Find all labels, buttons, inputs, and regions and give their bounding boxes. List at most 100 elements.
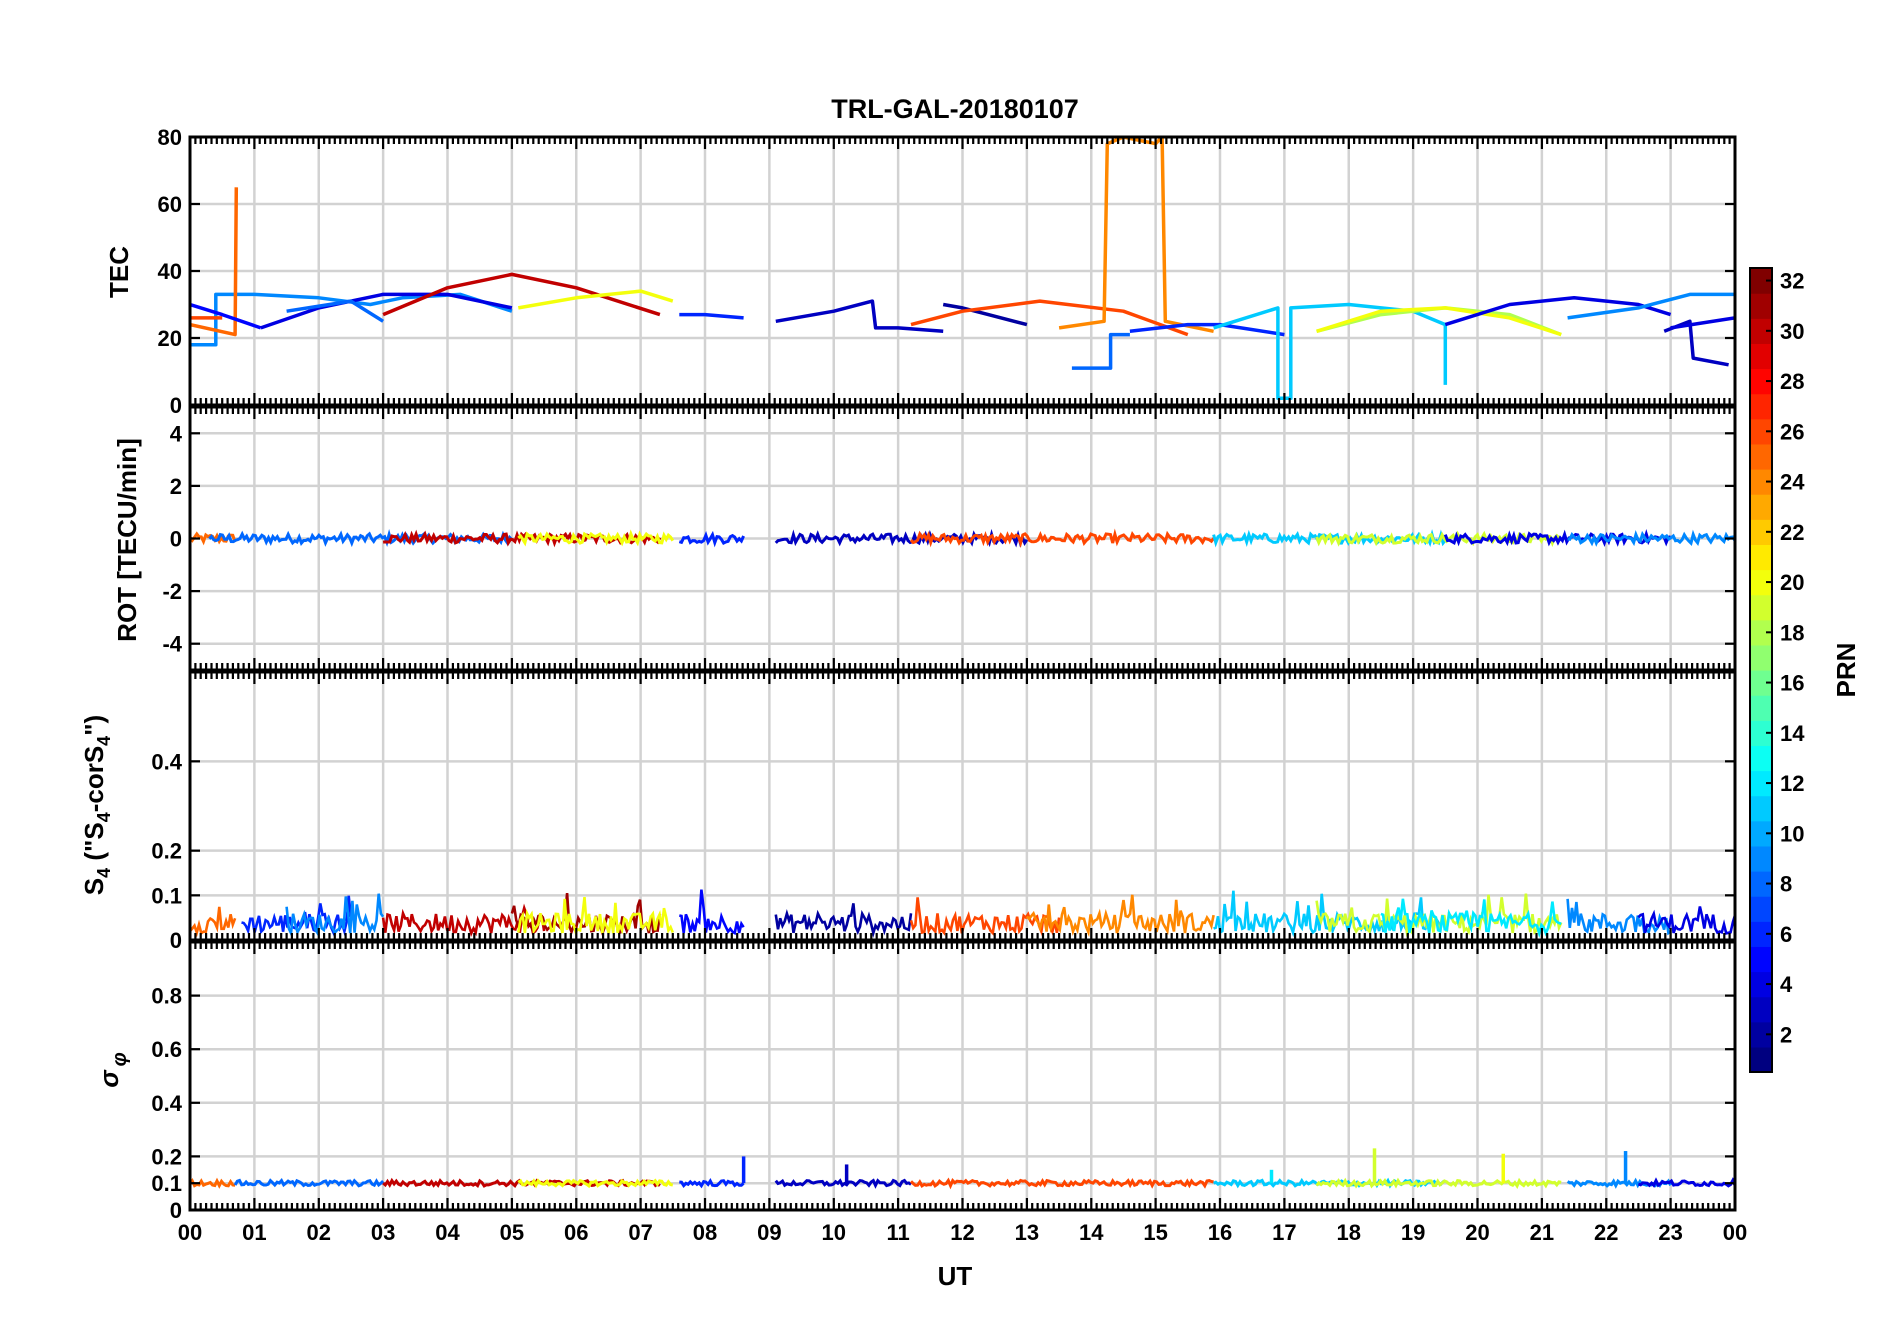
colorbar-swatch [1750,644,1772,671]
colorbar-frame [1749,267,1773,1073]
s4-trace-prn-4 [1637,906,1735,935]
colorbar-tick-label: 20 [1780,570,1804,595]
data-layer [190,1148,1735,1190]
sigma-phi-trace-prn-20 [517,1178,674,1189]
x-tick-label: 16 [1208,1220,1232,1245]
y-axis-label: ROT [TECU/min] [112,438,142,642]
colorbar-swatch [1750,745,1772,772]
x-tick-label: 09 [757,1220,781,1245]
colorbar-swatch [1750,971,1772,998]
x-tick-label: 01 [242,1220,266,1245]
colorbar-swatch [1750,544,1772,571]
y-tick-label: 4 [170,421,183,446]
colorbar-tick-label: 26 [1780,419,1804,444]
y-axis-label: TEC [104,246,134,298]
x-tick-label: 22 [1594,1220,1618,1245]
y-tick-label: 0.6 [151,1037,182,1062]
colorbar-swatch [1750,569,1772,596]
colorbar-tick-label: 2 [1780,1022,1792,1047]
x-tick-label: 00 [1723,1220,1747,1245]
colorbar-swatch [1750,1021,1772,1048]
colorbar-swatch [1750,896,1772,922]
y-tick-label: 80 [158,125,182,150]
panel-frame [188,940,1737,1212]
colorbar-swatch [1750,946,1772,973]
tec-series-prn-5 [190,302,262,330]
y-tick-label: 0.8 [151,984,182,1009]
x-tick-label: 07 [628,1220,652,1245]
tec-series-prn-8 [1071,332,1130,370]
colorbar-swatch [1750,695,1772,721]
colorbar-tick-label: 14 [1780,721,1805,746]
colorbar-tick-label: 32 [1780,269,1804,294]
x-tick-label: 14 [1079,1220,1104,1245]
chart-title: TRL-GAL-20180107 [831,94,1079,124]
colorbar-tick-label: 16 [1780,671,1804,696]
colorbar-tick-label: 18 [1780,620,1804,645]
y-tick-label: 0 [170,527,182,552]
tec-series-prn-4 [1670,316,1735,330]
colorbar-swatch [1750,770,1772,797]
colorbar-swatch [1750,1046,1772,1073]
y-tick-label: 0 [170,1198,182,1223]
colorbar-swatch [1750,996,1772,1023]
colorbar-tick-label: 30 [1780,319,1804,344]
rot-trace-prn-8 [208,528,513,548]
sigma-phi-trace-prn-4 [1637,1177,1735,1188]
y-tick-label: -2 [162,579,182,604]
y-axis-label: S4 ("S4-corS4") [79,715,114,895]
x-tick-label: 15 [1143,1220,1167,1245]
colorbar-tick-label: 12 [1780,771,1804,796]
colorbar-swatch [1750,845,1772,872]
colorbar-swatch [1750,720,1772,746]
colorbar-tick-label: 6 [1780,922,1792,947]
colorbar-swatch [1750,871,1772,897]
sigma-phi-trace-prn-3 [774,1178,912,1189]
y-axis-label: σφ [94,1052,131,1087]
y-tick-label: 2 [170,474,182,499]
tec-series-prn-6 [1129,322,1285,337]
x-tick-label: 18 [1337,1220,1361,1245]
sigma-phi-trace-prn-25 [190,1177,236,1189]
colorbar-swatch [1750,368,1772,395]
x-tick-label: 10 [822,1220,846,1245]
y-tick-label: 0.2 [151,1144,182,1169]
panel-frame [188,670,1737,942]
y-tick-label: 0.4 [151,1091,182,1116]
colorbar-tick-label: 28 [1780,369,1804,394]
tec-series-prn-24 [1058,137,1214,334]
s4-trace-prn-9 [1566,898,1672,936]
tec-series-prn-3 [775,299,944,334]
y-tick-label: 20 [158,326,182,351]
panel-frame [188,135,1737,407]
s4-trace-prn-20 [517,896,675,935]
rot-trace-prn-20 [517,529,675,547]
colorbar-swatch [1750,393,1772,420]
x-tick-label: 20 [1465,1220,1489,1245]
x-tick-label: 17 [1272,1220,1296,1245]
tec-series-prn-11 [1213,302,1448,401]
colorbar-tick-label: 8 [1780,872,1792,897]
s4-trace-prn-9 [285,893,385,938]
colorbar-swatch [1750,418,1772,445]
x-tick-label: 13 [1015,1220,1039,1245]
y-tick-label: -4 [162,632,182,657]
tec-series-prn-4 [260,292,513,330]
x-tick-label: 05 [500,1220,524,1245]
sigma-phi-trace-prn-6 [679,1178,745,1189]
x-tick-label: 02 [307,1220,331,1245]
x-tick-label: 12 [950,1220,974,1245]
colorbar-swatch [1750,268,1772,294]
colorbar-tick-label: 24 [1780,470,1805,495]
x-tick-label: 06 [564,1220,588,1245]
y-tick-label: 0.1 [151,883,182,908]
s4-trace-prn-5 [679,889,745,936]
x-tick-labels: 00 01 02 03 04 05 06 07 08 09 10 11 12 13 14 15 16 17 18 19… [178,1220,1747,1245]
tec-series-prn-26 [910,299,1189,337]
x-tick-label: 03 [371,1220,395,1245]
data-layer [190,528,1735,549]
s4-trace-prn-26 [909,897,1061,937]
y-tick-label: 40 [158,259,182,284]
x-tick-label: 21 [1530,1220,1554,1245]
